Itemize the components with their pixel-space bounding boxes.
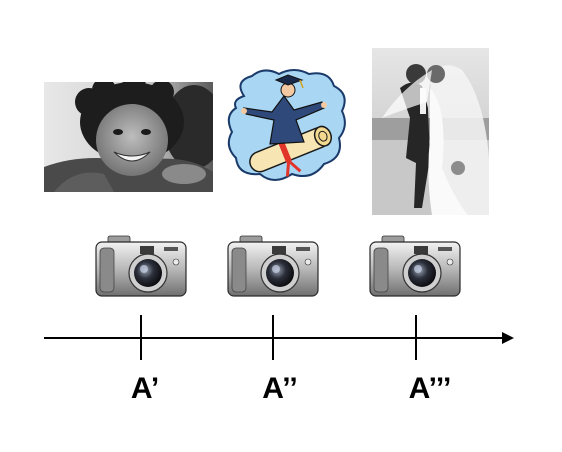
graduate-surfing-diploma-clipart bbox=[227, 69, 346, 181]
label-a-triple-prime: A’’’ bbox=[408, 372, 452, 405]
digital-camera-icon bbox=[95, 235, 187, 297]
label-a-prime: A’ bbox=[130, 372, 160, 405]
wedding-couple-photo bbox=[372, 48, 489, 215]
label-a-double-prime: A’’ bbox=[262, 372, 298, 405]
child-hug-photo bbox=[44, 82, 213, 192]
digital-camera-icon bbox=[369, 235, 461, 297]
axis-arrowhead bbox=[502, 332, 514, 344]
digital-camera-icon bbox=[227, 235, 319, 297]
